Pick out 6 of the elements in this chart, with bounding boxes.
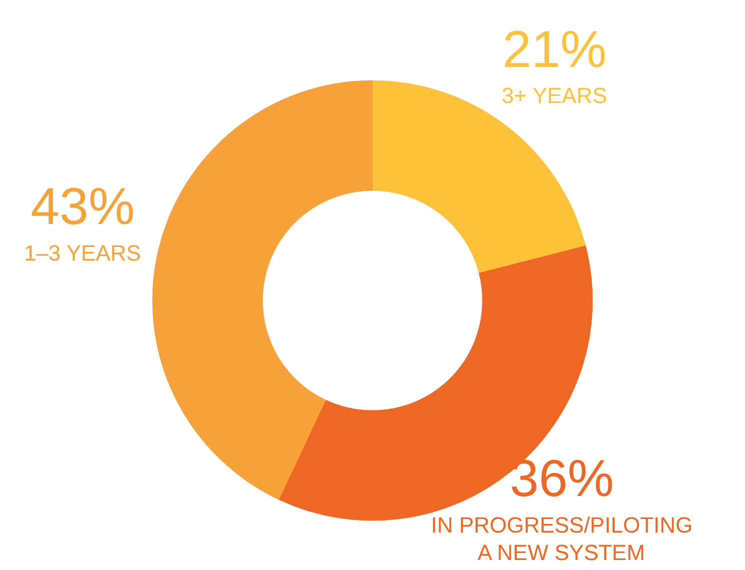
slice-label: IN PROGRESS/PILOTING A NEW SYSTEM bbox=[431, 512, 693, 565]
data-label: 43% bbox=[30, 178, 135, 236]
data-label: 21% bbox=[502, 20, 607, 79]
slice-label: 3+ YEARS bbox=[502, 83, 608, 108]
slice-label: 1–3 YEARS bbox=[24, 240, 141, 266]
data-label: 36% bbox=[510, 450, 614, 508]
